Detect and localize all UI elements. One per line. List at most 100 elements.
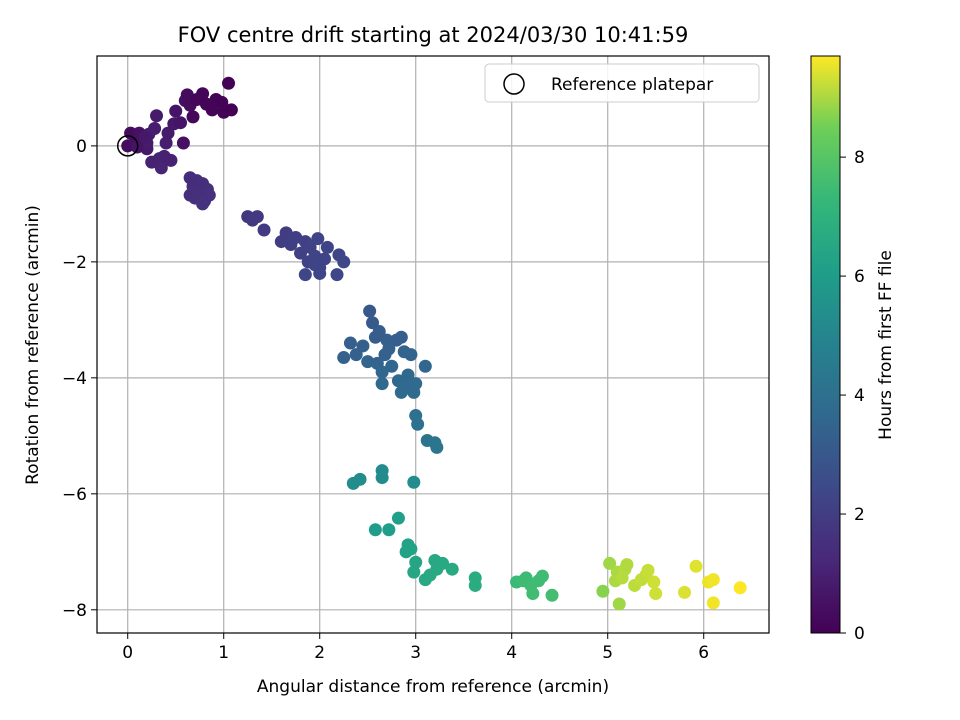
chart-title: FOV centre drift starting at 2024/03/30 … [178, 23, 689, 47]
x-tick-label: 4 [506, 643, 517, 663]
data-point [375, 377, 389, 391]
y-tick-label: −4 [62, 369, 87, 389]
data-point [215, 95, 229, 109]
x-tick-label: 1 [218, 643, 229, 663]
data-point [375, 471, 389, 485]
data-point [196, 197, 210, 211]
data-point [294, 246, 308, 260]
data-point [308, 258, 322, 272]
colorbar-tick-label: 2 [854, 505, 865, 525]
data-point [620, 558, 634, 572]
data-point [647, 575, 661, 589]
data-point [706, 596, 720, 610]
data-point [343, 336, 357, 350]
data-point [391, 511, 405, 525]
colorbar-tick-label: 6 [854, 267, 865, 287]
data-point [641, 563, 655, 577]
data-point [411, 417, 425, 431]
data-point [382, 342, 396, 356]
data-point [418, 359, 432, 373]
colorbar-gradient [810, 55, 841, 634]
x-tick-label: 0 [122, 643, 133, 663]
data-point [161, 126, 175, 140]
data-point [257, 223, 271, 237]
data-point [404, 348, 418, 362]
data-point [407, 565, 421, 579]
data-point [298, 268, 312, 282]
y-axis-ticks: 0 −2 −4 −6 −8 [62, 137, 97, 621]
data-point [159, 136, 173, 150]
data-point [279, 226, 293, 240]
reference-marker [116, 135, 139, 157]
data-point [222, 76, 236, 90]
data-point [404, 542, 418, 556]
grid-lines [97, 56, 769, 633]
data-point [361, 355, 375, 369]
data-point [545, 588, 559, 602]
x-axis-ticks: 0 1 2 3 4 5 6 [122, 633, 709, 663]
data-point [224, 103, 238, 117]
data-point [409, 377, 423, 391]
colorbar-tick-label: 0 [854, 624, 865, 644]
y-tick-label: −8 [62, 601, 87, 621]
data-point [154, 161, 168, 175]
data-point [368, 523, 382, 537]
data-point [196, 87, 210, 101]
data-point [468, 578, 482, 592]
plot-frame [96, 55, 770, 634]
data-point [535, 569, 549, 583]
y-axis-label: Rotation from reference (arcmin) [23, 205, 43, 485]
y-tick-label: 0 [76, 137, 87, 157]
data-point [596, 584, 610, 598]
colorbar-ticks: 0 2 4 6 8 [840, 148, 865, 644]
x-tick-label: 2 [314, 643, 325, 663]
data-point [320, 240, 334, 254]
legend: Reference platepar [484, 63, 760, 103]
data-point [689, 559, 703, 573]
data-point [401, 368, 415, 382]
legend-marker [503, 73, 525, 95]
y-tick-label: −2 [62, 253, 87, 273]
data-point [164, 153, 178, 167]
data-point [250, 210, 264, 224]
data-point [180, 88, 194, 102]
data-point [148, 121, 162, 135]
data-point [318, 252, 332, 266]
y-tick-label: −6 [62, 485, 87, 505]
data-point [382, 523, 396, 537]
colorbar: 0 2 4 6 8 Hours from first FF file [810, 55, 896, 644]
data-point [356, 339, 370, 353]
data-point [526, 587, 540, 601]
data-point [445, 562, 459, 576]
data-point [407, 475, 421, 489]
data-point [612, 597, 626, 611]
data-point [311, 232, 325, 246]
data-point [436, 556, 450, 570]
data-point [706, 573, 720, 587]
x-tick-label: 5 [602, 643, 613, 663]
data-point [678, 585, 692, 599]
data-point [186, 110, 200, 124]
data-point [375, 365, 389, 379]
colorbar-tick-label: 8 [854, 148, 865, 168]
legend-box [484, 63, 760, 103]
data-point [409, 555, 423, 569]
data-point [603, 556, 617, 570]
data-point [394, 385, 408, 399]
data-point [330, 268, 344, 282]
data-point [337, 255, 351, 269]
data-point [337, 351, 351, 365]
data-point [169, 104, 183, 118]
data-point [394, 330, 408, 344]
data-point [372, 324, 386, 338]
data-points [121, 76, 747, 611]
data-point [176, 136, 190, 150]
data-point [174, 116, 188, 130]
data-point [353, 472, 367, 486]
data-point [649, 587, 663, 601]
data-point [385, 359, 399, 373]
colorbar-tick-label: 4 [854, 386, 865, 406]
reference-platepar-point [116, 135, 139, 157]
x-tick-label: 3 [410, 643, 421, 663]
